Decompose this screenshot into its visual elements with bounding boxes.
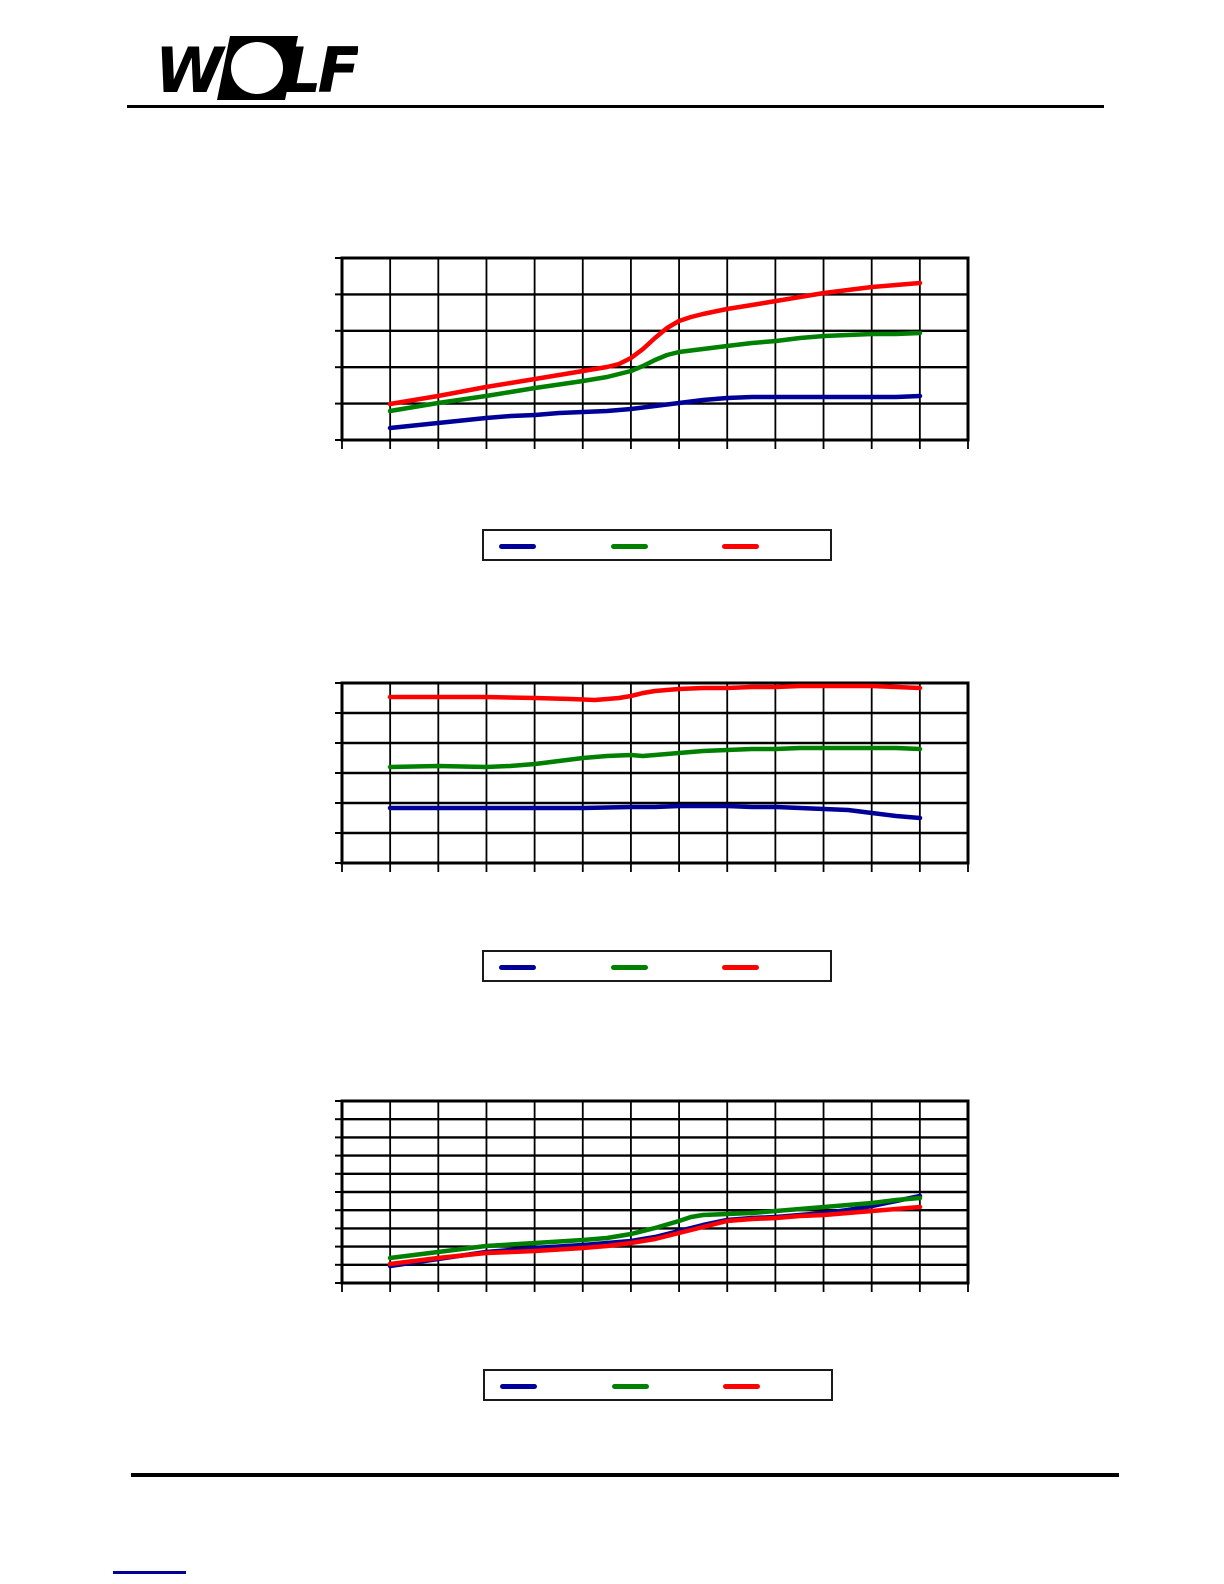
chart-3-legend (483, 1369, 833, 1401)
logo-letter-w: W (158, 34, 226, 104)
legend-swatch-blue (500, 1384, 537, 1389)
legend-swatch-blue (499, 965, 536, 970)
legend-swatch-green (612, 1384, 649, 1389)
chart-1-plot (335, 256, 970, 449)
footer-rule (131, 1473, 1119, 1477)
legend-swatch-red (722, 965, 759, 970)
legend-swatch-green (611, 544, 648, 549)
chart-2-legend (482, 950, 832, 982)
chart-3-plot (335, 1099, 970, 1292)
chart-2-plot (335, 681, 970, 872)
legend-swatch-green (611, 965, 648, 970)
chart-1-legend (482, 529, 832, 561)
legend-swatch-blue (499, 544, 536, 549)
logo-letters-lf: LF (282, 34, 358, 104)
wolf-logo: W LF (158, 34, 358, 104)
legend-swatch-red (722, 544, 759, 549)
legend-swatch-red (723, 1384, 760, 1389)
header-rule (127, 105, 1104, 108)
footer-link-underline[interactable] (113, 1571, 186, 1574)
logo-o-circle (231, 42, 283, 94)
